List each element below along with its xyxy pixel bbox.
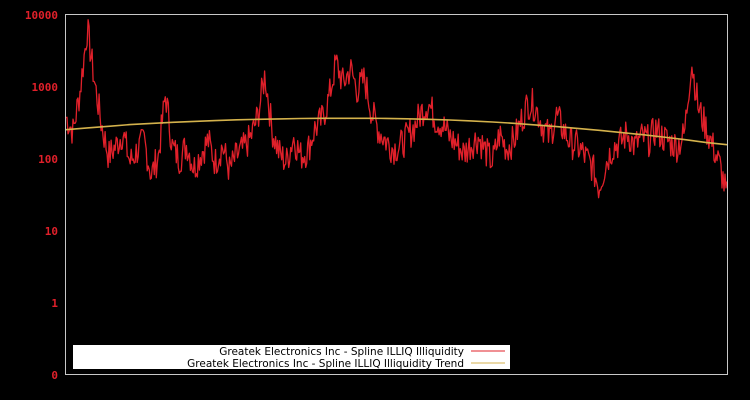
y-tick-label: 0: [51, 369, 58, 382]
y-axis-tick-labels: 10000 1000 100 10 1 0: [25, 9, 59, 382]
y-tick-label: 100: [38, 153, 58, 166]
legend: Greatek Electronics Inc - Spline ILLIQ I…: [73, 345, 510, 370]
legend-label-illiquidity: Greatek Electronics Inc - Spline ILLIQ I…: [219, 346, 464, 358]
y-tick-label: 1000: [32, 81, 59, 94]
y-tick-label: 10000: [25, 9, 58, 22]
illiquidity-trend-line: [65, 117, 728, 146]
illiquidity-line: [65, 19, 728, 199]
plot-frame: [65, 14, 728, 375]
y-tick-label: 10: [45, 225, 58, 238]
y-tick-label: 1: [51, 297, 58, 310]
legend-label-trend: Greatek Electronics Inc - Spline ILLIQ I…: [187, 358, 464, 370]
legend-box: [73, 345, 510, 369]
plot-area: [65, 19, 728, 199]
